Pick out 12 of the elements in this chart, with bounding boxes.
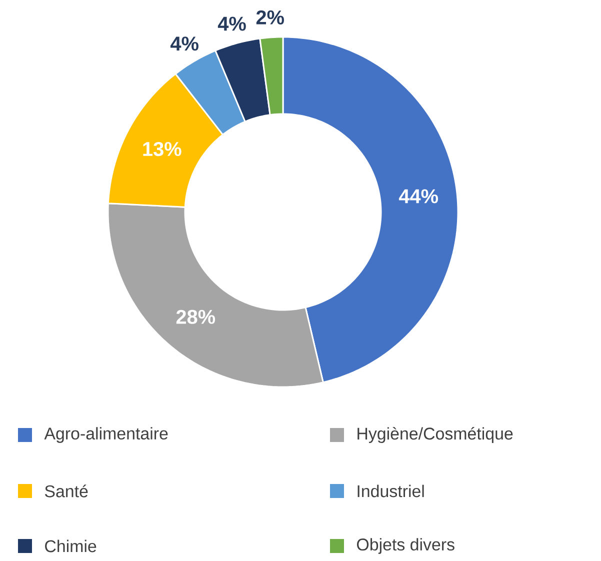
data-label: 4% [170,36,198,51]
data-label: 4% [218,16,246,31]
data-label: 13% [143,142,182,156]
data-label: 28% [176,310,216,324]
data-label: 2% [256,10,284,24]
legend-label: Industriel [358,484,424,498]
legend-label: Agro-alimentaire [44,427,168,443]
legend-label: Objets divers [357,538,454,554]
legend-label: Santé [44,484,88,498]
legend-label: Chimie [45,540,96,552]
data-label: 44% [398,189,438,204]
legend-label: Hygiène/Cosmétique [358,427,513,443]
